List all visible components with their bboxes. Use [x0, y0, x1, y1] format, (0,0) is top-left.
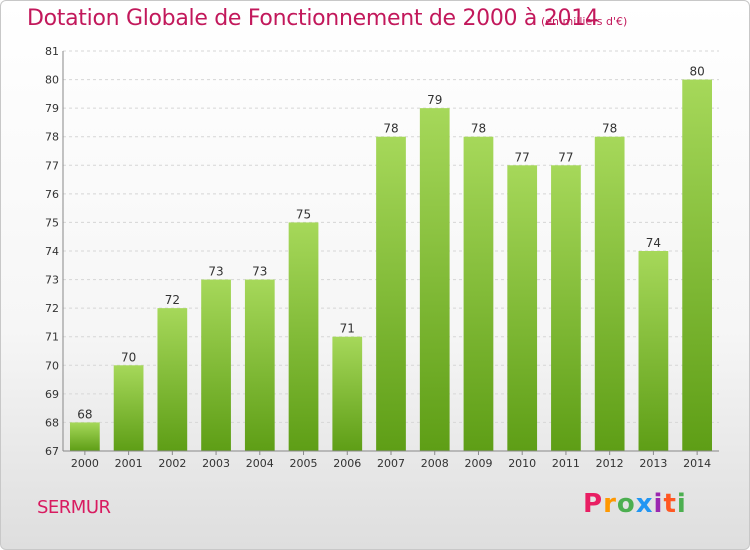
x-tick-label-2000: 2000 [71, 457, 99, 470]
commune-name: SERMUR [37, 497, 111, 518]
axes: 67 68 69 70 71 72 73 74 75 76 77 78 79 80 81 2000 2001 20… [45, 45, 719, 470]
x-tick-label-2012: 2012 [596, 457, 624, 470]
value-label-2004: 73 [252, 265, 267, 279]
value-label-2010: 77 [515, 150, 530, 164]
y-tick-label: 68 [45, 416, 59, 429]
value-label-2007: 78 [383, 122, 398, 136]
proxiti-logo[interactable]: Proxiti [583, 489, 687, 519]
bar-2004 [244, 279, 275, 451]
value-label-2008: 79 [427, 93, 442, 107]
value-label-2011: 77 [558, 150, 573, 164]
chart-unit: (en milliers d'€) [541, 15, 628, 28]
x-tick-label-2013: 2013 [639, 457, 667, 470]
x-tick-label-2014: 2014 [683, 457, 711, 470]
y-tick-label: 69 [45, 388, 59, 401]
x-tick-label-2008: 2008 [421, 457, 449, 470]
y-tick-label: 67 [45, 445, 59, 458]
bar-2008 [419, 108, 450, 452]
bar-2000 [69, 422, 100, 451]
value-label-2006: 71 [340, 322, 355, 336]
bars: 68 70 72 73 73 75 71 78 79 78 77 77 78 74 80 [69, 65, 713, 452]
y-tick-label: 79 [45, 102, 59, 115]
bar-2013 [638, 251, 669, 451]
bar-2002 [157, 308, 188, 451]
x-tick-label-2005: 2005 [290, 457, 318, 470]
chart-title: Dotation Globale de Fonctionnement de 20… [27, 6, 599, 31]
y-tick-label: 75 [45, 216, 59, 229]
y-tick-label: 80 [45, 74, 59, 87]
value-label-2003: 73 [208, 265, 223, 279]
bar-2014 [682, 79, 713, 452]
y-tick-label: 71 [45, 331, 59, 344]
x-tick-label-2004: 2004 [246, 457, 274, 470]
y-tick-label: 70 [45, 359, 59, 372]
x-tick-label-2011: 2011 [552, 457, 580, 470]
y-tick-label: 81 [45, 45, 59, 58]
y-tick-label: 77 [45, 159, 59, 172]
x-tick-label-2006: 2006 [333, 457, 361, 470]
x-tick-label-2010: 2010 [508, 457, 536, 470]
x-tick-label-2003: 2003 [202, 457, 230, 470]
bar-2001 [113, 365, 144, 451]
value-label-2001: 70 [121, 350, 136, 364]
value-label-2005: 75 [296, 207, 311, 221]
y-tick-label: 78 [45, 131, 59, 144]
bar-2010 [507, 165, 538, 452]
x-tick-label-2007: 2007 [377, 457, 405, 470]
x-tick-label-2001: 2001 [115, 457, 143, 470]
value-label-2012: 78 [602, 122, 617, 136]
x-tick-label-2002: 2002 [158, 457, 186, 470]
y-tick-label: 73 [45, 274, 59, 287]
bar-2005 [288, 222, 319, 451]
y-tick-label: 74 [45, 245, 59, 258]
bar-2011 [551, 165, 581, 452]
value-label-2009: 78 [471, 122, 486, 136]
value-label-2014: 80 [689, 65, 704, 79]
value-label-2013: 74 [646, 236, 661, 250]
bar-2012 [594, 136, 625, 451]
value-label-2002: 72 [165, 293, 180, 307]
bar-2007 [376, 136, 406, 451]
x-tick-label-2009: 2009 [464, 457, 492, 470]
bar-2009 [463, 136, 494, 451]
bar-2006 [332, 336, 363, 451]
y-tick-label: 72 [45, 302, 59, 315]
value-label-2000: 68 [77, 407, 92, 421]
y-tick-label: 76 [45, 188, 59, 201]
bar-2003 [201, 279, 231, 451]
